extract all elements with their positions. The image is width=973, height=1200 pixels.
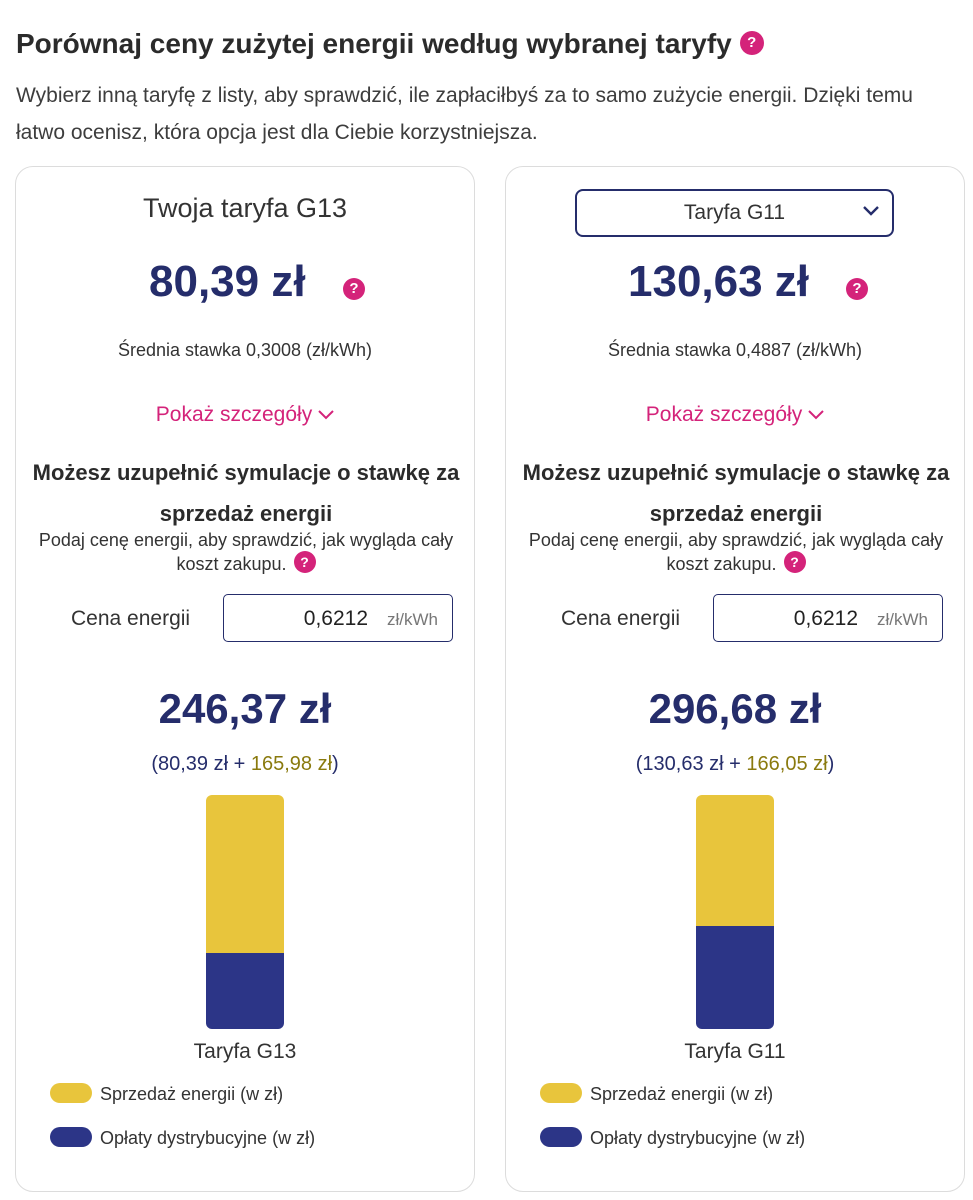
chevron-down-icon <box>318 410 334 420</box>
simulation-title: Możesz uzupełnić symulacje o stawkę za s… <box>522 460 950 526</box>
energy-price-value: 0,6212 <box>303 607 368 630</box>
help-icon[interactable]: ? <box>783 551 806 574</box>
bar-segment-sale <box>696 795 774 926</box>
bar-segment-distribution <box>206 952 284 1029</box>
show-details-link[interactable]: Pokaż szczegóły <box>16 403 474 427</box>
breakdown-distribution: 80,39 zł <box>157 753 229 775</box>
breakdown-sale: 165,98 zł <box>250 753 333 775</box>
simulation-description-text: Podaj cenę energii, aby sprawdzić, jak w… <box>38 530 454 574</box>
show-details-link[interactable]: Pokaż szczegóły <box>506 403 964 427</box>
chevron-down-icon <box>863 206 879 216</box>
breakdown-close: ) <box>827 753 835 775</box>
page-title-text: Porównaj ceny zużytej energii według wyb… <box>16 28 732 59</box>
cost-stacked-bar <box>206 795 284 1029</box>
breakdown-sale: 166,05 zł <box>746 753 828 775</box>
breakdown-distribution: 130,63 zł <box>642 753 724 775</box>
show-details-label: Pokaż szczegóły <box>645 403 803 426</box>
legend-swatch-sale <box>540 1083 582 1104</box>
tariff-select-value: Taryfa G11 <box>683 201 786 224</box>
page-description: Wybierz inną taryfę z listy, aby sprawdz… <box>16 84 913 144</box>
simulation-description: Podaj cenę energii, aby sprawdzić, jak w… <box>26 528 466 576</box>
legend-sale: Sprzedaż energii (w zł) <box>50 1083 284 1105</box>
bar-label: Taryfa G13 <box>193 1040 297 1063</box>
energy-price-unit: zł/kWh <box>387 610 438 629</box>
legend-distribution-label: Opłaty dystrybucyjne (w zł) <box>590 1128 806 1148</box>
energy-price-label: Cena energii <box>561 607 681 630</box>
energy-price-input[interactable]: 0,6212 zł/kWh <box>223 594 453 642</box>
chevron-down-icon <box>808 410 824 420</box>
cost-breakdown: (130,63 zł + 166,05 zł) <box>506 753 964 776</box>
legend-sale-label: Sprzedaż energii (w zł) <box>100 1084 284 1104</box>
simulation-title: Możesz uzupełnić symulacje o stawkę za s… <box>32 460 460 526</box>
energy-price-label: Cena energii <box>71 607 191 630</box>
legend-distribution: Opłaty dystrybucyjne (w zł) <box>50 1127 316 1149</box>
total-cost: 296,68 zł <box>648 685 822 732</box>
distribution-price: 130,63 zł <box>628 257 810 306</box>
bar-segment-sale <box>206 795 284 953</box>
simulation-description: Podaj cenę energii, aby sprawdzić, jak w… <box>516 528 956 576</box>
breakdown-plus: + <box>723 753 747 775</box>
simulation-description-text: Podaj cenę energii, aby sprawdzić, jak w… <box>528 530 944 574</box>
page-title: Porównaj ceny zużytej energii według wyb… <box>16 28 764 60</box>
tariff-select[interactable]: Taryfa G11 <box>575 189 894 237</box>
cost-breakdown: (80,39 zł + 165,98 zł) <box>16 753 474 776</box>
bar-label: Taryfa G11 <box>684 1040 786 1063</box>
show-details-label: Pokaż szczegóły <box>155 403 313 426</box>
breakdown-plus: + <box>228 753 251 775</box>
legend-swatch-sale <box>50 1083 92 1104</box>
average-rate: Średnia stawka 0,4887 (zł/kWh) <box>607 340 863 360</box>
help-icon[interactable]: ? <box>343 278 365 300</box>
current-tariff-title: Twoja taryfa G13 <box>142 193 348 223</box>
energy-price-input[interactable]: 0,6212 zł/kWh <box>713 594 943 642</box>
legend-sale: Sprzedaż energii (w zł) <box>540 1083 774 1105</box>
total-cost: 246,37 zł <box>158 685 332 732</box>
legend-swatch-distribution <box>50 1127 92 1148</box>
legend-distribution: Opłaty dystrybucyjne (w zł) <box>540 1127 806 1149</box>
current-tariff-card: Twoja taryfa G13 80,39 zł ? Średnia staw… <box>15 166 475 1192</box>
cost-stacked-bar <box>696 795 774 1029</box>
distribution-price: 80,39 zł <box>149 257 306 306</box>
legend-sale-label: Sprzedaż energii (w zł) <box>590 1084 774 1104</box>
breakdown-close: ) <box>332 753 339 775</box>
help-icon[interactable]: ? <box>846 278 868 300</box>
compare-tariff-card: Taryfa G11 130,63 zł ? Średnia stawka 0,… <box>505 166 965 1192</box>
legend-swatch-distribution <box>540 1127 582 1148</box>
breakdown-open: ( <box>151 753 158 775</box>
legend-distribution-label: Opłaty dystrybucyjne (w zł) <box>100 1128 316 1148</box>
breakdown-open: ( <box>635 753 643 775</box>
average-rate: Średnia stawka 0,3008 (zł/kWh) <box>117 340 373 360</box>
energy-price-value: 0,6212 <box>793 607 858 630</box>
bar-segment-distribution <box>696 925 774 1029</box>
help-icon[interactable]: ? <box>739 30 764 55</box>
help-icon[interactable]: ? <box>293 551 316 574</box>
energy-price-unit: zł/kWh <box>877 610 928 629</box>
